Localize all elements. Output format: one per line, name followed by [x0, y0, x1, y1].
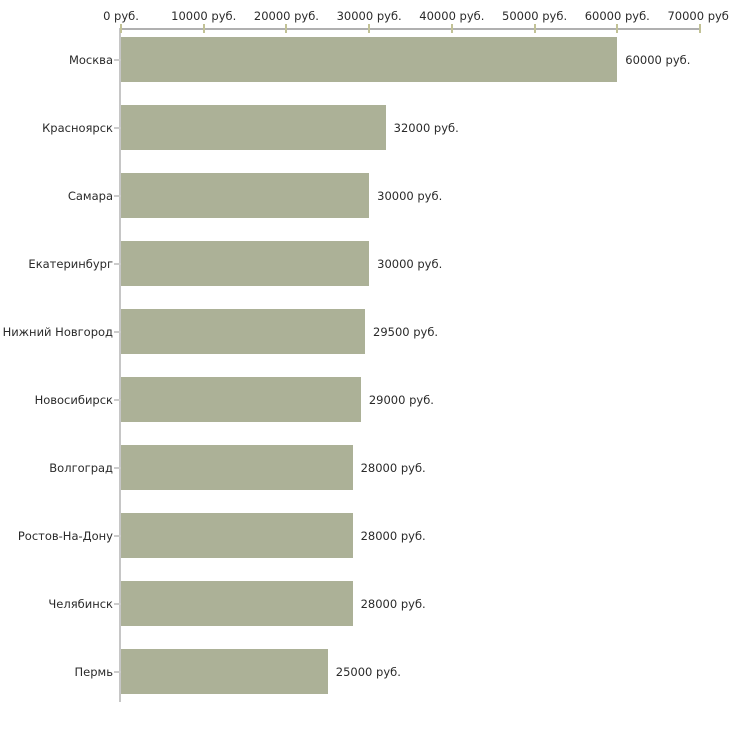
bar: [121, 105, 386, 150]
bar: [121, 513, 353, 558]
x-axis-tick: [699, 24, 701, 33]
bar-value-label: 28000 руб.: [360, 528, 426, 543]
y-axis-category-label: Челябинск: [48, 596, 113, 611]
y-axis-category-label: Самара: [67, 188, 113, 203]
y-axis-tick: [114, 58, 121, 61]
bar-value-label: 29000 руб.: [368, 392, 434, 407]
x-axis-tick: [120, 24, 122, 33]
x-axis-tick-label: 30000 руб.: [336, 9, 402, 23]
y-axis-line: [119, 28, 121, 702]
y-axis-tick: [114, 534, 121, 537]
x-axis-tick-label: 60000 руб.: [584, 9, 650, 23]
x-axis-tick-label: 10000 руб.: [171, 9, 237, 23]
y-axis-category-label: Красноярск: [42, 120, 113, 135]
y-axis-category-label: Екатеринбург: [28, 256, 113, 271]
y-axis-category-label: Волгоград: [49, 460, 113, 475]
x-axis-line: [121, 28, 701, 30]
y-axis-tick: [114, 330, 121, 333]
x-axis-tick: [202, 24, 205, 33]
x-axis-tick-label: 40000 руб.: [419, 9, 485, 23]
y-axis-tick: [114, 398, 121, 401]
bar-value-label: 25000 руб.: [335, 664, 401, 679]
x-axis-tick-label: 0 руб.: [103, 9, 139, 23]
y-axis-tick: [114, 466, 121, 469]
y-axis-category-label: Ростов-На-Дону: [17, 528, 113, 543]
bar-value-label: 28000 руб.: [360, 596, 426, 611]
bar: [121, 37, 618, 82]
x-axis-tick: [368, 24, 371, 33]
x-axis-tick-label: 50000 руб.: [502, 9, 568, 23]
y-axis-tick: [114, 602, 121, 605]
bar: [121, 309, 365, 354]
y-axis-category-label: Нижний Новгород: [2, 324, 113, 339]
bar-value-label: 32000 руб.: [393, 120, 459, 135]
bar-value-label: 30000 руб.: [377, 256, 443, 271]
y-axis-tick: [114, 262, 121, 265]
y-axis-category-label: Новосибирск: [34, 392, 113, 407]
bar: [121, 581, 353, 626]
bar-value-label: 29500 руб.: [373, 324, 439, 339]
x-axis-tick: [533, 24, 536, 33]
y-axis-tick: [114, 670, 121, 673]
bar: [121, 649, 328, 694]
y-axis-category-label: Москва: [68, 52, 113, 67]
x-axis-tick: [616, 24, 619, 33]
bar: [121, 445, 353, 490]
x-axis-tick: [450, 24, 453, 33]
x-axis-tick-label: 20000 руб.: [253, 9, 319, 23]
bar-value-label: 30000 руб.: [377, 188, 443, 203]
bar: [121, 173, 370, 218]
bar: [121, 377, 361, 422]
y-axis-tick: [114, 126, 121, 129]
bar-value-label: 28000 руб.: [360, 460, 426, 475]
x-axis-tick-label: 70000 руб.: [667, 9, 730, 23]
x-axis-tick: [285, 24, 288, 33]
y-axis-category-label: Пермь: [74, 664, 113, 679]
bar: [121, 241, 370, 286]
bar-value-label: 60000 руб.: [625, 52, 691, 67]
y-axis-tick: [114, 194, 121, 197]
